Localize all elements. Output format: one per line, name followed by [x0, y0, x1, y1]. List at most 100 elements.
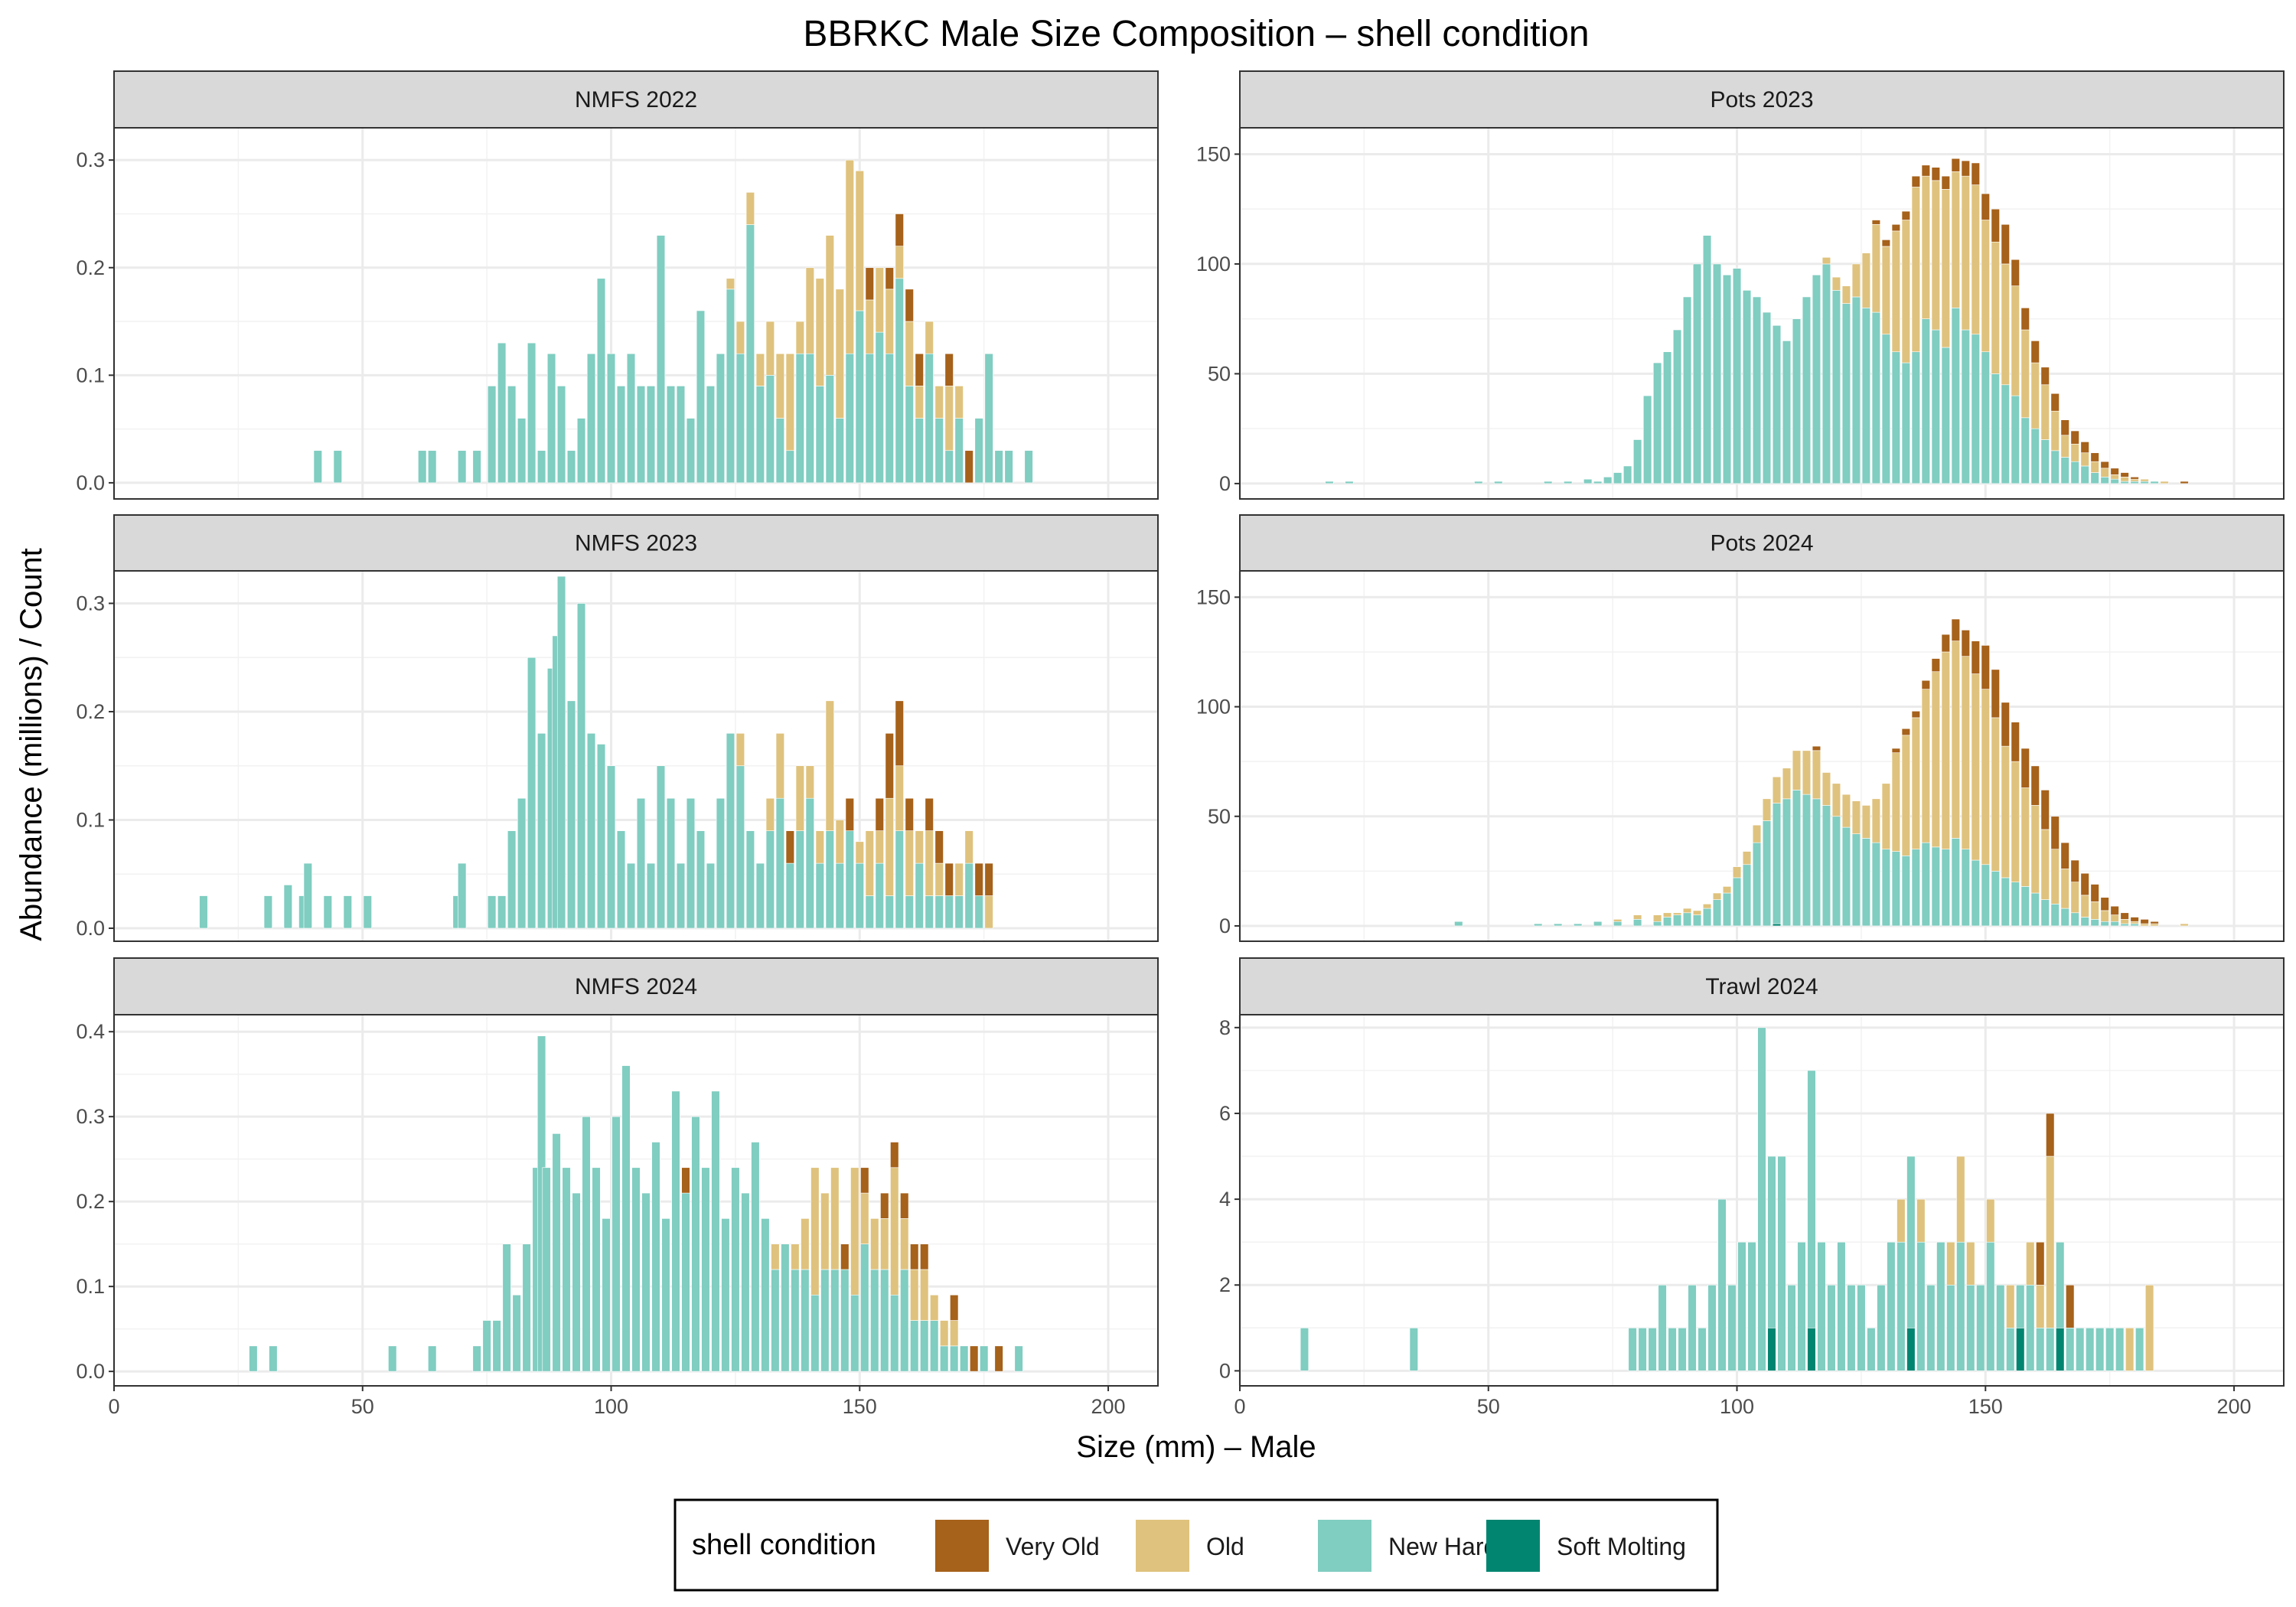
x-tick-label: 200 — [1091, 1395, 1126, 1418]
bar-new-hard — [2070, 912, 2079, 927]
bar-old — [1961, 175, 1970, 331]
bar-new-hard — [1871, 842, 1881, 927]
y-tick-label: 0.1 — [76, 363, 105, 386]
bar-old — [1851, 800, 1861, 834]
bar-old — [1881, 783, 1891, 850]
chart-title: BBRKC Male Size Composition – shell cond… — [803, 14, 1589, 54]
bar-new-hard — [1702, 908, 1712, 927]
bar-new-hard — [2135, 1328, 2144, 1371]
bar-new-hard — [1574, 923, 1583, 927]
strip-label-nmfs-2023: NMFS 2023 — [575, 531, 697, 556]
bar-new-hard — [502, 1244, 511, 1372]
bar-very-old — [2100, 897, 2109, 911]
bar-new-hard — [586, 353, 596, 484]
bar-new-hard — [626, 862, 636, 929]
bar-new-hard — [546, 353, 556, 484]
bar-new-hard — [830, 1269, 840, 1372]
bar-old — [2100, 468, 2109, 478]
bar-new-hard — [1712, 899, 1722, 927]
bar-old — [2001, 745, 2010, 878]
bar-new-hard — [1971, 859, 1980, 927]
bar-new-hard — [905, 895, 914, 929]
bar-very-old — [1971, 641, 1980, 674]
bar-very-old — [1981, 645, 1990, 689]
bar-new-hard — [2120, 481, 2129, 484]
bar-new-hard — [726, 732, 735, 929]
bar-very-old — [905, 797, 914, 831]
bar-very-old — [845, 797, 854, 831]
bar-old — [2180, 923, 2189, 927]
bar-very-old — [880, 1192, 889, 1219]
bar-old — [915, 830, 924, 864]
bar-new-hard — [875, 862, 884, 929]
bar-very-old — [2050, 393, 2060, 412]
bar-new-hard — [1642, 395, 1652, 484]
bar-new-hard — [527, 657, 536, 929]
bar-very-old — [2090, 884, 2099, 902]
bar-new-hard — [2011, 395, 2020, 484]
bar-old — [870, 1218, 879, 1270]
bar-new-hard — [1951, 308, 1960, 484]
bar-new-hard — [507, 830, 517, 929]
bar-old — [2060, 435, 2069, 458]
bar-old — [1951, 641, 1960, 839]
bar-new-hard — [1613, 921, 1623, 927]
bar-very-old — [2070, 430, 2079, 445]
bar-new-hard — [1911, 351, 1920, 484]
bar-old — [2011, 761, 2020, 882]
bar-new-hard — [676, 386, 686, 484]
y-tick-label: 4 — [1219, 1188, 1231, 1211]
bar-new-hard — [1727, 1284, 1737, 1371]
bar-new-hard — [2060, 908, 2069, 927]
bar-old — [815, 830, 824, 864]
bar-very-old — [2100, 461, 2109, 469]
bar-new-hard — [2030, 892, 2040, 927]
bar-very-old — [890, 1142, 899, 1169]
bar-new-hard — [2090, 919, 2099, 927]
bar-new-hard — [815, 386, 824, 484]
bar-very-old — [2140, 919, 2149, 924]
bar-new-hard — [1971, 334, 1980, 484]
bar-old — [830, 1167, 840, 1270]
bar-new-hard — [1707, 1284, 1717, 1371]
y-tick-label: 50 — [1208, 362, 1231, 385]
bar-old — [2046, 1156, 2055, 1328]
bar-new-hard — [1936, 1241, 1945, 1371]
bar-old — [885, 288, 894, 354]
bar-old — [1946, 1241, 1955, 1286]
bar-new-hard — [845, 830, 854, 929]
bar-new-hard — [497, 895, 507, 929]
bar-old — [1916, 1198, 1926, 1243]
bar-very-old — [964, 450, 974, 484]
bar-new-hard — [870, 1269, 879, 1372]
bar-new-hard — [1583, 478, 1593, 484]
bar-new-hard — [1881, 334, 1891, 484]
bar-new-hard — [1991, 373, 2000, 484]
bar-new-hard — [602, 1218, 611, 1372]
bar-very-old — [1991, 669, 2000, 719]
bar-new-hard — [676, 862, 686, 929]
bar-old — [1861, 253, 1871, 308]
y-tick-label: 0.0 — [76, 471, 105, 494]
bar-new-hard — [303, 862, 312, 929]
panel-border-pots-2023 — [1239, 127, 2285, 500]
panel-trawl-2024: Trawl 2024 0 2 4 6 8 0 50 100 150 200 — [1219, 957, 2285, 1418]
bar-new-hard — [263, 895, 272, 929]
bar-very-old — [925, 797, 934, 831]
bar-new-hard — [1981, 351, 1990, 484]
panel-pots-2023: Pots 2023 0 50 100 150 — [1196, 70, 2285, 500]
bar-new-hard — [1877, 1284, 1886, 1371]
bar-old — [1652, 914, 1662, 922]
bar-old — [1632, 914, 1642, 920]
bar-new-hard — [2060, 457, 2069, 484]
bar-new-hard — [1698, 1328, 1707, 1371]
bar-new-hard — [1792, 318, 1802, 484]
bar-new-hard — [2020, 886, 2030, 927]
bar-new-hard — [2115, 1328, 2125, 1371]
bar-new-hard — [721, 1218, 730, 1372]
bar-new-hard — [1742, 290, 1752, 484]
bar-new-hard — [343, 895, 352, 929]
bar-new-hard — [1946, 1284, 1955, 1371]
bar-new-hard — [2150, 481, 2159, 484]
bar-new-hard — [2026, 1284, 2035, 1371]
